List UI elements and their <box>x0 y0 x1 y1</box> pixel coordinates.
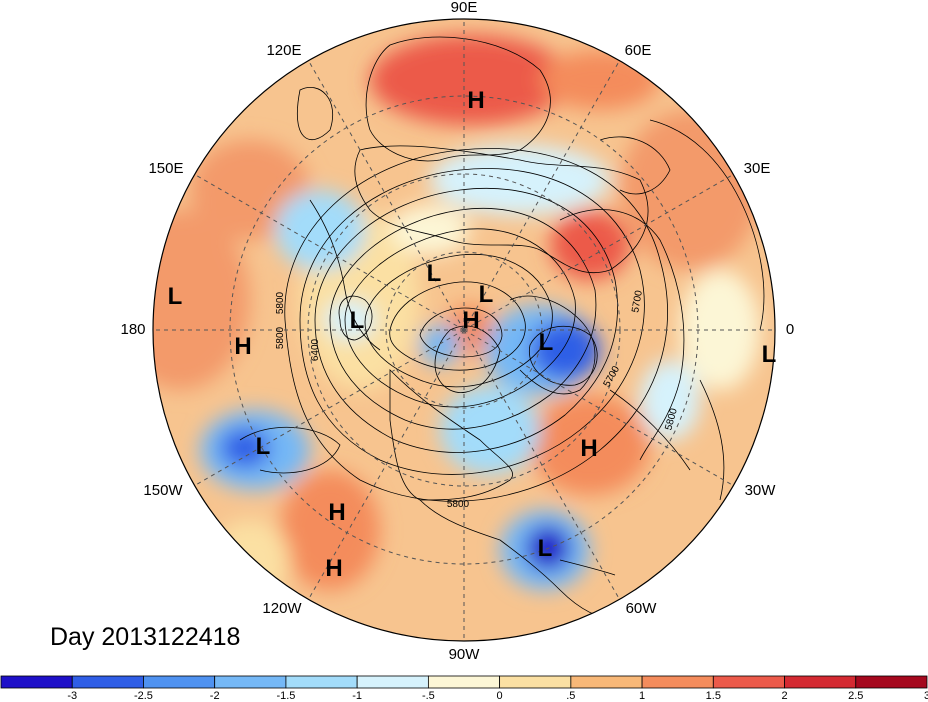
colorbar-tick-label: .5 <box>566 690 575 702</box>
colorbar-segment <box>570 675 643 689</box>
contour-labels: 5800 5800 6400 5700 5700 5800 5800 <box>275 289 680 510</box>
low-marker: L <box>762 341 777 368</box>
low-marker: L <box>539 329 554 356</box>
colorbar-segment <box>356 675 429 689</box>
low-marker: L <box>256 433 271 460</box>
colorbar-segment <box>712 675 785 689</box>
colorbar-segment <box>214 675 287 689</box>
lon-label: 30E <box>744 160 771 177</box>
lon-label: 0 <box>786 321 794 338</box>
high-marker: H <box>328 499 345 526</box>
colorbar-segment <box>427 675 501 689</box>
colorbar-segment <box>285 675 358 689</box>
high-marker: H <box>580 435 597 462</box>
low-marker: L <box>538 535 553 562</box>
low-marker: L <box>168 283 183 310</box>
contour-label: 5800 <box>447 499 470 510</box>
colorbar-segment <box>641 675 714 689</box>
contour-label: 5700 <box>630 289 645 313</box>
low-marker: L <box>427 260 442 287</box>
low-marker: L <box>479 281 494 308</box>
colorbar-tick-label: 3 <box>924 690 928 702</box>
longitude-labels: 90E 60E 30E 0 30W 60W 90W 120W 150W 180 … <box>120 0 794 663</box>
coastlines <box>296 36 765 621</box>
contour-label: 6400 <box>310 338 321 361</box>
low-marker: L <box>350 307 365 334</box>
colorbar-segment <box>71 675 144 689</box>
pressure-systems: H L L L L L H H L H L H H L L <box>168 87 777 582</box>
high-marker: H <box>462 307 479 334</box>
colorbar-tick-label: -.5 <box>422 690 435 702</box>
map-title: Day 2013122418 <box>50 623 240 651</box>
colorbar-segment <box>855 675 928 689</box>
lon-label: 120E <box>266 42 301 59</box>
lon-label: 60E <box>625 42 652 59</box>
lon-label: 150W <box>143 482 183 499</box>
high-marker: H <box>467 87 484 114</box>
height-contours <box>239 148 685 502</box>
colorbar-tick-label: -1.5 <box>276 690 295 702</box>
colorbar-segment <box>143 675 216 689</box>
colorbar-tick-label: -2 <box>210 690 220 702</box>
high-marker: H <box>234 333 251 360</box>
colorbar-segment <box>0 675 73 689</box>
lon-label: 150E <box>148 160 183 177</box>
lon-label: 180 <box>120 321 145 338</box>
colorbar-tick-label: 2 <box>781 690 787 702</box>
meridians <box>153 19 775 641</box>
anomaly-field <box>153 19 775 641</box>
colorbar-tick-label: -1 <box>352 690 362 702</box>
colorbar-tick-label: 1.5 <box>706 690 721 702</box>
lon-label: 30W <box>745 482 777 499</box>
contour-label: 5800 <box>275 326 286 349</box>
lon-label: 60W <box>626 600 658 617</box>
map-border <box>152 18 776 642</box>
colorbar-tick-label: 2.5 <box>848 690 863 702</box>
contour-label: 5800 <box>275 291 286 314</box>
colorbar-segment <box>784 675 857 689</box>
colorbar-tick-label: 1 <box>639 690 645 702</box>
colorbar-tick-label: -2.5 <box>134 690 153 702</box>
lon-label: 120W <box>262 600 302 617</box>
lon-label: 90E <box>451 0 478 16</box>
lon-label: 90W <box>449 646 481 663</box>
high-marker: H <box>325 555 342 582</box>
colorbar-tick-label: 0 <box>497 690 503 702</box>
colorbar-segment <box>499 675 572 689</box>
colorbar: -3 -2.5 -2 -1.5 -1 -.5 0 .5 1 1.5 2 2.5 3 <box>0 675 928 702</box>
colorbar-tick-label: -3 <box>67 690 77 702</box>
